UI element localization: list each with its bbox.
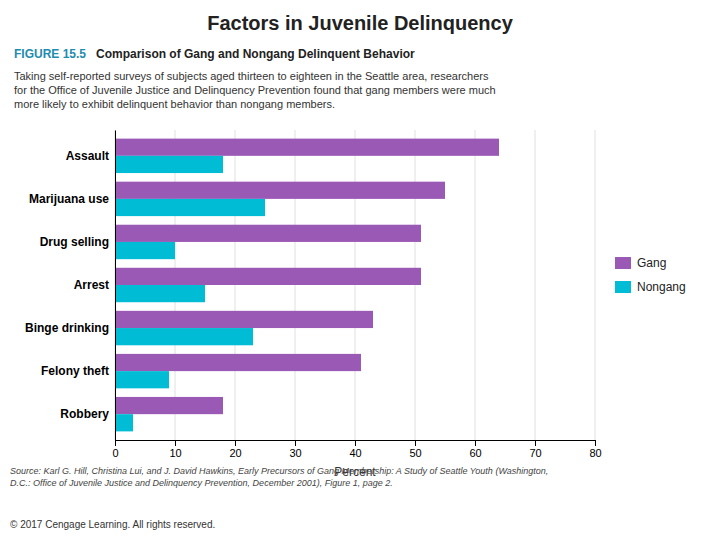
title: Factors in Juvenile Delinquency: [207, 12, 514, 34]
bar: [115, 242, 175, 259]
description-line: more likely to exhibit delinquent behavi…: [14, 98, 335, 110]
x-tick-label: 50: [409, 447, 421, 459]
bar: [115, 268, 421, 285]
y-tick-label: Marijuana use: [29, 192, 109, 206]
x-tick-label: 60: [469, 447, 481, 459]
x-axis: 0 10 20 30 40 50 60 70 80: [112, 440, 601, 459]
bar: [115, 285, 205, 302]
x-tick-mark: [175, 440, 176, 446]
bar: [115, 311, 373, 328]
x-tick-mark: [415, 440, 416, 446]
x-tick-label: 70: [529, 447, 541, 459]
subtitle: Comparison of Gang and Nongang Delinquen…: [96, 47, 415, 61]
x-tick-mark: [115, 440, 116, 446]
description: Taking self-reported surveys of subjects…: [14, 70, 496, 110]
y-tick: Robbery: [60, 407, 115, 421]
x-tick: 40: [349, 440, 361, 459]
x-tick: 10: [169, 440, 181, 459]
x-tick: 30: [289, 440, 301, 459]
grid-line: [115, 130, 116, 440]
y-tick: Assault: [66, 149, 115, 163]
y-axis-line: [115, 131, 116, 441]
y-tick: Arrest: [74, 278, 115, 292]
x-tick-label: 30: [289, 447, 301, 459]
chart-svg: Factors in Juvenile Delinquency FIGURE 15…: [0, 0, 720, 540]
x-tick-mark: [295, 440, 296, 446]
grid-line: [475, 130, 476, 440]
source: Source: Karl G. Hill, Christina Lui, and…: [10, 466, 548, 488]
legend-item: Gang: [615, 256, 666, 270]
bar: [115, 354, 361, 371]
y-axis: Assault Marijuana use Drug selling Arrest Bi…: [25, 131, 116, 441]
x-tick-label: 80: [589, 447, 601, 459]
grid-line: [595, 130, 596, 440]
grid: [115, 130, 595, 440]
y-tick-label: Binge drinking: [25, 321, 109, 335]
y-tick: Marijuana use: [29, 192, 115, 206]
bars: [115, 139, 499, 432]
bar: [115, 328, 253, 345]
y-tick-label: Robbery: [60, 407, 109, 421]
bar: [115, 225, 421, 242]
bar: [115, 397, 223, 414]
series-0: [115, 139, 499, 415]
legend: Gang Nongang: [615, 256, 686, 294]
source-line: D.C.: Office of Juvenile Justice and Del…: [10, 478, 393, 488]
y-tick-label: Drug selling: [40, 235, 109, 249]
description-line: Taking self-reported surveys of subjects…: [14, 70, 489, 82]
bar: [115, 371, 169, 388]
series-1: [115, 156, 265, 432]
y-tick-label: Assault: [66, 149, 109, 163]
x-tick: 70: [529, 440, 541, 459]
figure-label: FIGURE 15.5: [14, 47, 86, 61]
description-line: for the Office of Juvenile Justice and D…: [14, 84, 496, 96]
x-tick: 80: [589, 440, 601, 459]
x-tick-label: 0: [112, 447, 118, 459]
x-tick-mark: [535, 440, 536, 446]
x-axis-line: [116, 441, 596, 447]
x-tick-label: 10: [169, 447, 181, 459]
bar: [115, 199, 265, 216]
x-tick: 20: [229, 440, 241, 459]
x-tick: 0: [112, 440, 118, 459]
x-tick-label: 40: [349, 447, 361, 459]
x-tick-mark: [595, 440, 596, 446]
bar: [115, 182, 445, 199]
legend-label: Gang: [637, 256, 666, 270]
legend-label: Nongang: [637, 280, 686, 294]
bar: [115, 139, 499, 156]
y-tick-label: Felony theft: [41, 364, 109, 378]
x-tick-mark: [355, 440, 356, 446]
y-tick: Felony theft: [41, 364, 115, 378]
y-tick: Drug selling: [40, 235, 115, 249]
source-line: Source: Karl G. Hill, Christina Lui, and…: [10, 466, 548, 476]
x-tick-label: 20: [229, 447, 241, 459]
grid-line: [535, 130, 536, 440]
x-tick-mark: [475, 440, 476, 446]
x-tick: 50: [409, 440, 421, 459]
legend-item: Nongang: [615, 280, 686, 294]
y-tick-label: Arrest: [74, 278, 109, 292]
x-tick-mark: [235, 440, 236, 446]
legend-swatch: [615, 281, 631, 293]
legend-swatch: [615, 257, 631, 269]
y-tick: Binge drinking: [25, 321, 115, 335]
bar: [115, 156, 223, 173]
plot: 01020304050607080PercentAssaultMarijuana…: [25, 130, 602, 479]
x-tick: 60: [469, 440, 481, 459]
copyright: © 2017 Cengage Learning. All rights rese…: [10, 519, 215, 530]
bar: [115, 414, 133, 431]
